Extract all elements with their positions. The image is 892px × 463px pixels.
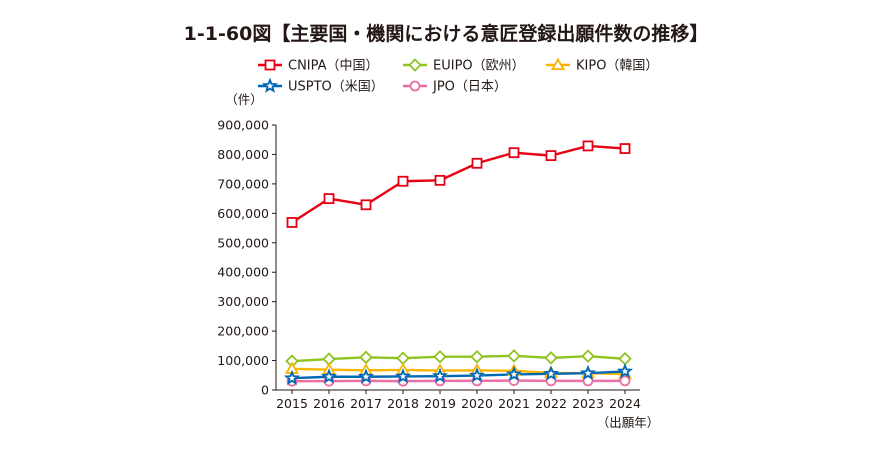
uspto-point: [616, 362, 634, 379]
jpo-point: [619, 375, 631, 387]
legend-label: EUIPO（欧州）: [433, 59, 525, 74]
legend-item-uspto: USPTO（米国）: [258, 77, 384, 95]
legend: CNIPA（中国） EUIPO（欧州） KIPO（韓国） USPTO（米国） JPO（日…: [258, 57, 658, 95]
euipo-point: [396, 351, 410, 365]
x-tick-label: 2018: [387, 396, 419, 411]
euipo-point: [581, 349, 595, 363]
y-tick-label: 400,000: [217, 265, 269, 280]
legend-marker: [550, 57, 566, 71]
uspto-point: [320, 368, 338, 384]
euipo-point: [470, 349, 484, 364]
legend-marker: [409, 80, 421, 92]
x-tick-label: 2020: [461, 396, 493, 411]
cnipa-point: [434, 174, 446, 186]
x-tick-label: 2019: [424, 396, 456, 411]
x-tick-label: 2021: [498, 396, 530, 411]
x-tick-label: 2017: [350, 396, 382, 411]
y-ticks: 0 100,000 200,000 300,000 400,000 500,000 600,…: [217, 118, 276, 398]
legend-label: USPTO（米国）: [288, 80, 384, 95]
uspto-point: [394, 368, 412, 384]
x-tick-label: 2023: [572, 396, 604, 411]
cnipa-point: [545, 150, 557, 162]
cnipa-point: [397, 175, 409, 187]
y-tick-label: 100,000: [217, 353, 269, 368]
legend-label: JPO（日本）: [432, 80, 507, 95]
cnipa-line: [291, 144, 626, 224]
jpo-line: [292, 379, 625, 383]
y-tick-label: 0: [261, 383, 269, 398]
cnipa-point: [582, 140, 594, 152]
cnipa-point: [286, 217, 298, 228]
cnipa-point: [360, 199, 372, 211]
legend-item-jpo: JPO（日本）: [403, 80, 507, 95]
euipo-point: [359, 350, 373, 365]
uspto-point: [542, 365, 560, 381]
cnipa-point: [619, 143, 631, 154]
chart-title: 1-1-60図【主要国・機関における意匠登録出願件数の推移】: [184, 22, 709, 45]
x-ticks: 2015 2016 2017 2018 2019 2020 2021 2022 2023 2024: [276, 390, 641, 411]
cnipa-point: [323, 193, 335, 205]
euipo-point: [433, 349, 447, 364]
legend-item-cnipa: CNIPA（中国）: [258, 59, 379, 74]
y-tick-label: 800,000: [217, 147, 269, 162]
x-tick-label: 2015: [276, 396, 308, 411]
y-axis-unit-label: （件）: [225, 92, 263, 107]
legend-marker: [261, 77, 279, 93]
series-markers: [283, 140, 634, 387]
euipo-point: [544, 351, 558, 365]
uspto-point: [579, 364, 597, 381]
uspto-point: [431, 367, 449, 384]
y-tick-label: 600,000: [217, 206, 269, 221]
x-axis-unit-label: （出願年）: [597, 415, 660, 430]
legend-item-euipo: EUIPO（欧州）: [403, 58, 525, 74]
uspto-point: [357, 368, 375, 384]
y-tick-label: 900,000: [217, 118, 269, 133]
cnipa-point: [508, 147, 520, 159]
x-tick-label: 2016: [313, 396, 345, 411]
y-tick-label: 300,000: [217, 294, 269, 309]
legend-label: CNIPA（中国）: [288, 59, 379, 74]
uspto-point: [468, 367, 486, 383]
x-tick-label: 2022: [535, 396, 567, 411]
cnipa-point: [471, 157, 483, 169]
legend-item-kipo: KIPO（韓国）: [546, 57, 658, 74]
plot-area: 0 100,000 200,000 300,000 400,000 500,000 600,…: [217, 118, 641, 412]
euipo-line: [291, 354, 626, 363]
euipo-point: [507, 349, 521, 363]
x-tick-label: 2024: [609, 396, 641, 411]
y-tick-label: 700,000: [217, 176, 269, 191]
series-lines: [291, 144, 626, 383]
euipo-point: [618, 352, 632, 366]
y-tick-label: 200,000: [217, 324, 269, 339]
legend-label: KIPO（韓国）: [576, 59, 658, 74]
uspto-point: [283, 369, 301, 386]
uspto-point: [505, 365, 523, 382]
legend-marker: [264, 59, 276, 71]
y-tick-label: 500,000: [217, 235, 269, 250]
uspto-line: [291, 370, 626, 380]
legend-marker: [408, 58, 422, 72]
